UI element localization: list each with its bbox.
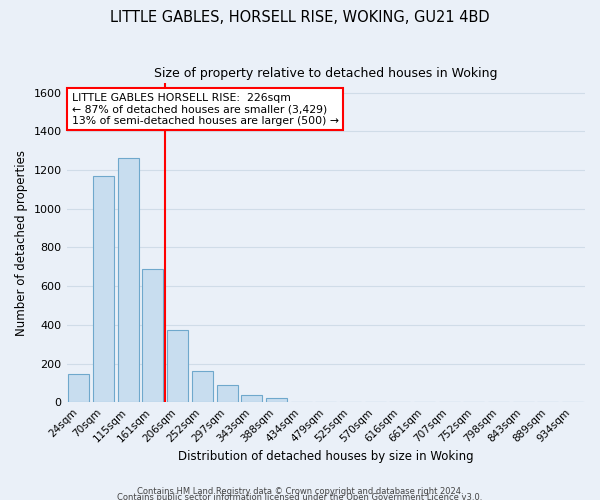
Bar: [118, 158, 139, 402]
X-axis label: Distribution of detached houses by size in Woking: Distribution of detached houses by size …: [178, 450, 473, 462]
Text: LITTLE GABLES, HORSELL RISE, WOKING, GU21 4BD: LITTLE GABLES, HORSELL RISE, WOKING, GU2…: [110, 10, 490, 25]
Y-axis label: Number of detached properties: Number of detached properties: [15, 150, 28, 336]
Title: Size of property relative to detached houses in Woking: Size of property relative to detached ho…: [154, 68, 497, 80]
Text: Contains HM Land Registry data © Crown copyright and database right 2024.: Contains HM Land Registry data © Crown c…: [137, 486, 463, 496]
Bar: [266, 398, 287, 402]
Text: LITTLE GABLES HORSELL RISE:  226sqm
← 87% of detached houses are smaller (3,429): LITTLE GABLES HORSELL RISE: 226sqm ← 87%…: [72, 92, 339, 126]
Text: Contains public sector information licensed under the Open Government Licence v3: Contains public sector information licen…: [118, 492, 482, 500]
Bar: [217, 385, 238, 402]
Bar: [68, 374, 89, 402]
Bar: [142, 269, 163, 402]
Bar: [192, 372, 213, 402]
Bar: [93, 176, 114, 402]
Bar: [241, 396, 262, 402]
Bar: [167, 330, 188, 402]
